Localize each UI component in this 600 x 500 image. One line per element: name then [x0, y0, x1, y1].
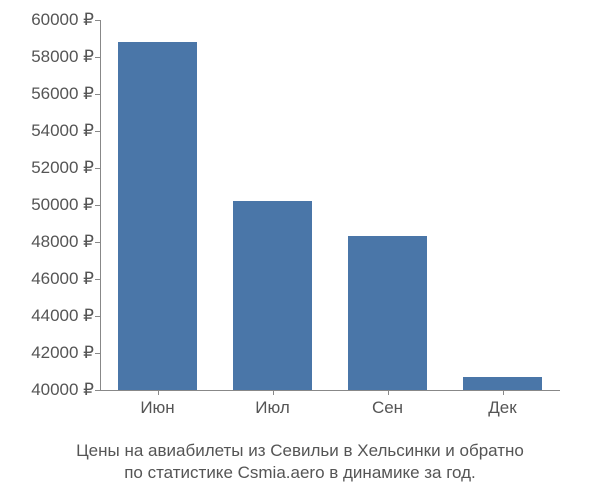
- caption-line: Цены на авиабилеты из Севильи в Хельсинк…: [0, 440, 600, 462]
- y-tick-label: 56000 ₽: [31, 84, 100, 104]
- x-tick-label: Июл: [255, 390, 290, 418]
- y-axis: [100, 20, 101, 390]
- y-tick-label: 60000 ₽: [31, 10, 100, 30]
- y-tick-label: 52000 ₽: [31, 158, 100, 178]
- bar: [118, 42, 196, 390]
- y-tick-label: 46000 ₽: [31, 269, 100, 289]
- y-tick-label: 42000 ₽: [31, 343, 100, 363]
- chart-caption: Цены на авиабилеты из Севильи в Хельсинк…: [0, 440, 600, 484]
- bar: [233, 201, 311, 390]
- y-tick-label: 54000 ₽: [31, 121, 100, 141]
- y-tick-label: 40000 ₽: [31, 380, 100, 400]
- y-tick-label: 50000 ₽: [31, 195, 100, 215]
- plot-area: 40000 ₽42000 ₽44000 ₽46000 ₽48000 ₽50000…: [100, 20, 560, 390]
- x-tick-label: Дек: [488, 390, 516, 418]
- y-tick-label: 44000 ₽: [31, 306, 100, 326]
- x-tick-label: Июн: [140, 390, 174, 418]
- bar: [348, 236, 426, 390]
- bar: [463, 377, 541, 390]
- caption-line: по статистике Csmia.aero в динамике за г…: [0, 462, 600, 484]
- y-tick-label: 58000 ₽: [31, 47, 100, 67]
- price-bar-chart: 40000 ₽ 42000 ₽ 44000 ₽ 46000 ₽ 48000 ₽ 50000…: [0, 0, 600, 500]
- x-tick-label: Сен: [372, 390, 403, 418]
- y-tick-label: 48000 ₽: [31, 232, 100, 252]
